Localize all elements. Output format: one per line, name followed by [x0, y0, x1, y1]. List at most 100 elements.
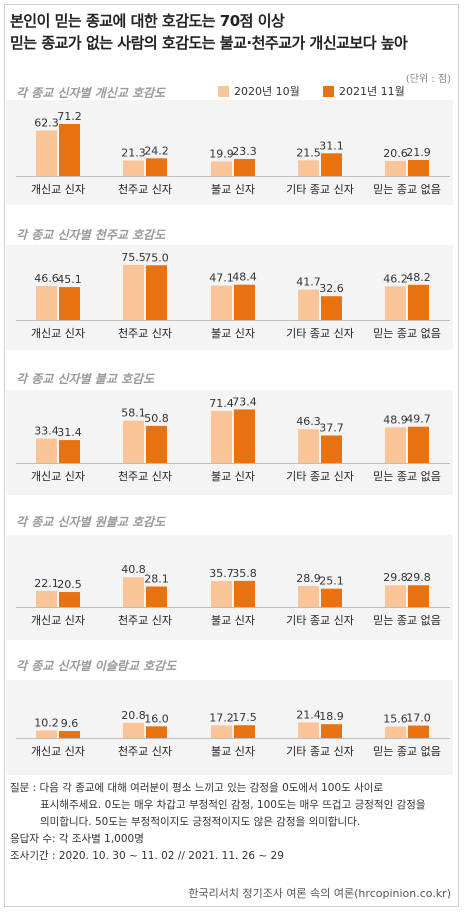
- protestant-value-label-2021-4: 21.9: [406, 146, 431, 159]
- buddhism-bar-2021-1: [146, 425, 167, 463]
- buddhism-bar-2020-3: [298, 429, 319, 463]
- protestant-bar-2021-0: [59, 124, 80, 176]
- buddhism-value-label-2020-0: 33.4: [34, 425, 59, 438]
- buddhism-value-label-2021-2: 73.4: [232, 395, 257, 408]
- buddhism-value-label-2020-2: 71.4: [209, 397, 234, 410]
- legend-swatch-2020: [218, 85, 229, 97]
- catholic-bar-2021-0: [59, 287, 80, 320]
- notes-question-1: 질문 : 다음 각 종교에 대해 여러분이 평소 느끼고 있는 감정을 0도에서…: [10, 782, 384, 794]
- protestant-bar-2021-3: [321, 153, 342, 176]
- notes-question-3: 의미합니다. 50도는 부정적이지도 긍정적이지도 않은 감정을 의미합니다.: [40, 816, 361, 828]
- buddhism-category-label-0: 개신교 신자: [31, 470, 85, 483]
- catholic-category-label-4: 믿는 종교 없음: [373, 327, 441, 340]
- buddhism-category-label-2: 불교 신자: [211, 470, 255, 483]
- protestant-value-label-2020-1: 21.3: [121, 146, 146, 159]
- panel-bg-protestant: [6, 100, 453, 205]
- buddhism-bar-2020-2: [211, 410, 232, 463]
- catholic-value-label-2020-4: 46.2: [383, 272, 408, 285]
- wonbuddhism-bar-2020-3: [298, 585, 319, 607]
- islam-bar-2021-4: [408, 725, 429, 738]
- islam-bar-2020-2: [211, 725, 232, 738]
- protestant-bar-2020-1: [123, 160, 144, 176]
- catholic-category-label-1: 천주교 신자: [118, 326, 172, 340]
- legend-swatch-2021: [323, 85, 334, 97]
- catholic-bar-2021-1: [146, 265, 167, 320]
- catholic-value-label-2020-0: 46.6: [34, 272, 59, 285]
- protestant-bar-2021-1: [146, 158, 167, 176]
- frame: [4, 4, 459, 907]
- islam-bar-2020-0: [36, 730, 57, 738]
- islam-bar-2020-1: [123, 722, 144, 738]
- wonbuddhism-value-label-2020-1: 40.8: [121, 563, 146, 576]
- buddhism-value-label-2020-4: 48.9: [383, 413, 408, 426]
- protestant-value-label-2021-0: 71.2: [57, 110, 82, 123]
- buddhism-value-label-2020-1: 58.1: [121, 407, 146, 420]
- protestant-value-label-2020-2: 19.9: [209, 147, 234, 160]
- protestant-category-label-3: 기타 종교 신자: [286, 183, 354, 196]
- buddhism-category-label-4: 믿는 종교 없음: [373, 470, 441, 483]
- wonbuddhism-value-label-2020-0: 22.1: [34, 577, 59, 590]
- buddhism-value-label-2020-3: 46.3: [296, 415, 321, 428]
- buddhism-bar-2020-4: [385, 427, 406, 463]
- catholic-value-label-2021-4: 48.2: [406, 271, 431, 284]
- buddhism-bar-2021-2: [234, 409, 255, 463]
- islam-value-label-2020-2: 17.2: [209, 711, 234, 724]
- wonbuddhism-bar-2021-4: [408, 585, 429, 607]
- wonbuddhism-bar-2020-1: [123, 577, 144, 607]
- catholic-bar-2020-4: [385, 286, 406, 320]
- islam-value-label-2021-4: 17.0: [406, 712, 431, 725]
- islam-bar-2021-3: [321, 724, 342, 738]
- protestant-value-label-2021-1: 24.2: [144, 144, 169, 157]
- catholic-value-label-2020-1: 75.5: [121, 251, 146, 264]
- protestant-value-label-2021-2: 23.3: [232, 145, 257, 158]
- legend-item-2021: 2021년 11월: [323, 83, 405, 99]
- catholic-value-label-2020-2: 47.1: [209, 272, 234, 285]
- protestant-value-label-2020-4: 20.6: [383, 147, 408, 160]
- islam-value-label-2021-2: 17.5: [232, 711, 257, 724]
- headline-line-2: 믿는 종교가 없는 사람의 호감도는 불교·천주교가 개신교보다 높아: [10, 34, 408, 52]
- panel-title-catholic: 각 종교 신자별 천주교 호감도: [16, 228, 166, 242]
- protestant-value-label-2020-3: 21.5: [296, 146, 321, 159]
- protestant-value-label-2021-3: 31.1: [319, 139, 344, 152]
- islam-value-label-2020-3: 21.4: [296, 708, 321, 721]
- unit-label: (단위 : 점): [405, 74, 451, 85]
- wonbuddhism-bar-2020-2: [211, 580, 232, 607]
- islam-bar-2021-0: [59, 730, 80, 738]
- notes: 질문 : 다음 각 종교에 대해 여러분이 평소 느끼고 있는 감정을 0도에서…: [10, 780, 426, 865]
- wonbuddhism-bar-2020-0: [36, 590, 57, 607]
- catholic-value-label-2021-2: 48.4: [232, 271, 257, 284]
- wonbuddhism-category-label-1: 천주교 신자: [118, 613, 172, 627]
- catholic-value-label-2020-3: 41.7: [296, 276, 321, 289]
- panel-title-buddhism: 각 종교 신자별 불교 호감도: [16, 372, 155, 386]
- panel-title-wonbuddhism: 각 종교 신자별 원불교 호감도: [16, 515, 166, 529]
- protestant-category-label-1: 천주교 신자: [118, 182, 172, 196]
- islam-value-label-2021-0: 9.6: [61, 717, 79, 730]
- catholic-bar-2021-4: [408, 284, 429, 320]
- wonbuddhism-bar-2021-0: [59, 592, 80, 607]
- catholic-category-label-2: 불교 신자: [211, 327, 255, 340]
- wonbuddhism-category-label-3: 기타 종교 신자: [286, 614, 354, 627]
- notes-period: 조사기간 : 2020. 10. 30 ~ 11. 02 // 2021. 11…: [10, 850, 284, 862]
- buddhism-bar-2021-3: [321, 435, 342, 463]
- islam-category-label-2: 불교 신자: [211, 745, 255, 758]
- islam-category-label-0: 개신교 신자: [31, 745, 85, 758]
- protestant-bar-2020-0: [36, 130, 57, 176]
- islam-value-label-2021-1: 16.0: [144, 712, 169, 725]
- buddhism-value-label-2021-1: 50.8: [144, 412, 169, 425]
- islam-bar-2021-2: [234, 725, 255, 738]
- wonbuddhism-bar-2020-4: [385, 585, 406, 607]
- buddhism-bar-2021-4: [408, 426, 429, 463]
- notes-question-2: 표시해주세요. 0도는 매우 차갑고 부정적인 감정, 100도는 매우 뜨겁고…: [40, 799, 426, 811]
- protestant-category-label-4: 믿는 종교 없음: [373, 183, 441, 196]
- wonbuddhism-bar-2021-2: [234, 580, 255, 607]
- islam-value-label-2020-1: 20.8: [121, 709, 146, 722]
- panel-title-islam: 각 종교 신자별 이슬람교 호감도: [16, 659, 177, 673]
- islam-bar-2020-4: [385, 726, 406, 738]
- buddhism-value-label-2021-3: 37.7: [319, 421, 344, 434]
- wonbuddhism-category-label-0: 개신교 신자: [31, 614, 85, 627]
- wonbuddhism-value-label-2021-0: 20.5: [57, 578, 82, 591]
- wonbuddhism-value-label-2021-1: 28.1: [144, 572, 169, 585]
- islam-bar-2021-1: [146, 726, 167, 738]
- protestant-bar-2020-3: [298, 160, 319, 176]
- wonbuddhism-bar-2021-1: [146, 586, 167, 607]
